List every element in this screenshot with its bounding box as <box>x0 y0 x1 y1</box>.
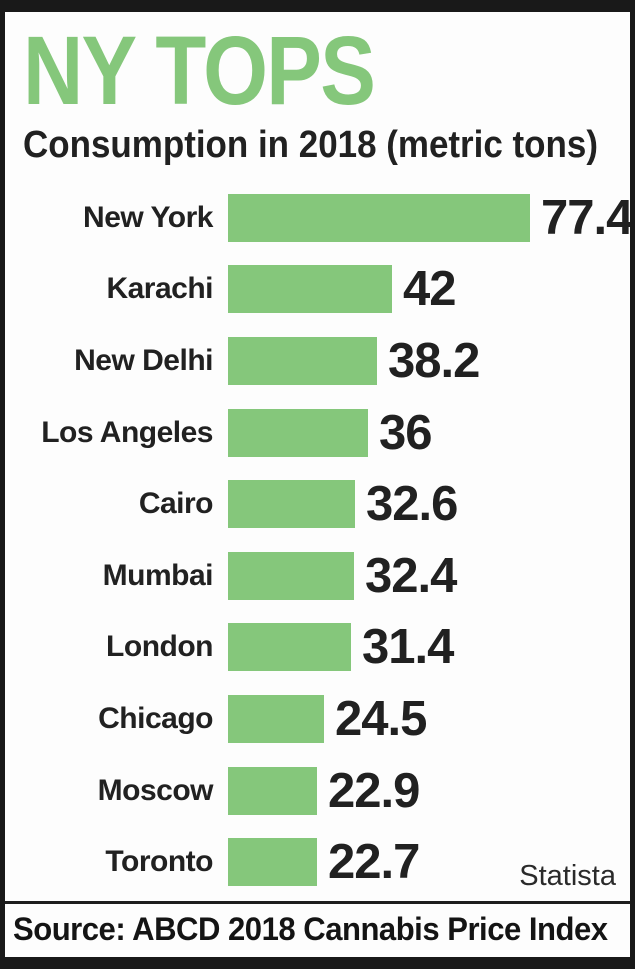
bar-track: 36 <box>213 405 630 461</box>
chart-header: NY TOPS Consumption in 2018 (metric tons… <box>5 12 630 182</box>
bar-track: 77.4 <box>213 190 630 246</box>
bar-row: New York 77.4 <box>5 182 630 254</box>
bar-category-label: Karachi <box>106 272 213 306</box>
bar-track: 22.7 <box>213 834 630 890</box>
bar <box>228 551 354 600</box>
bar-value-label: 77.4 <box>541 190 630 245</box>
bar-track: 31.4 <box>213 619 630 675</box>
bar-row: Los Angeles 36 <box>5 397 630 469</box>
bar <box>228 766 317 815</box>
footer-divider <box>5 901 630 904</box>
bar-row: Cairo 32.6 <box>5 468 630 540</box>
bar-track: 24.5 <box>213 691 630 747</box>
bar-category-label: New Delhi <box>74 343 213 377</box>
bar-category-label: Cairo <box>138 487 214 521</box>
bar <box>228 694 324 743</box>
bar-value-label: 32.6 <box>366 477 458 532</box>
chart-subtitle: Consumption in 2018 (metric tons) <box>23 124 598 167</box>
bar-value-label: 32.4 <box>365 548 457 603</box>
bar-value-label: 36 <box>379 405 433 460</box>
bar-row: New Delhi 38.2 <box>5 325 630 397</box>
bar-row: Toronto 22.7 <box>5 826 630 898</box>
bar <box>228 623 351 672</box>
bar-row: London 31.4 <box>5 612 630 684</box>
bar-chart: New York 77.4 Karachi 42 New Delhi 38.2 … <box>5 182 630 898</box>
bar-track: 42 <box>213 261 630 317</box>
bar-track: 32.4 <box>213 548 630 604</box>
bar-row: Chicago 24.5 <box>5 683 630 755</box>
bar <box>228 193 530 242</box>
bar-category-label: London <box>106 630 213 664</box>
bar <box>228 480 355 529</box>
chart-title: NY TOPS <box>23 16 376 125</box>
bar-category-label: Mumbai <box>102 558 214 592</box>
bar-category-label: New York <box>83 200 213 234</box>
bar-track: 32.6 <box>213 476 630 532</box>
bar-category-label: Los Angeles <box>41 415 213 449</box>
bar-track: 22.9 <box>213 763 630 819</box>
bar <box>228 408 368 457</box>
bar-value-label: 42 <box>403 262 457 317</box>
bar-category-label: Moscow <box>97 773 214 807</box>
bar-row: Moscow 22.9 <box>5 755 630 827</box>
bar-value-label: 24.5 <box>335 691 427 746</box>
bar-value-label: 22.9 <box>328 763 420 818</box>
bar-category-label: Chicago <box>98 701 213 735</box>
source-text: Source: ABCD 2018 Cannabis Price Index <box>13 910 608 947</box>
statista-attribution: Statista <box>519 860 616 892</box>
bar-value-label: 31.4 <box>362 620 454 675</box>
bar-value-label: 38.2 <box>388 333 480 388</box>
source-footer: Source: ABCD 2018 Cannabis Price Index <box>5 904 630 954</box>
bar-category-label: Toronto <box>105 845 213 879</box>
bar <box>228 838 317 887</box>
bar-track: 38.2 <box>213 333 630 389</box>
bar <box>228 265 392 314</box>
bar-row: Mumbai 32.4 <box>5 540 630 612</box>
bar-value-label: 22.7 <box>328 835 420 890</box>
bar-row: Karachi 42 <box>5 254 630 326</box>
bar <box>228 336 377 385</box>
infographic-panel: NY TOPS Consumption in 2018 (metric tons… <box>5 12 630 957</box>
